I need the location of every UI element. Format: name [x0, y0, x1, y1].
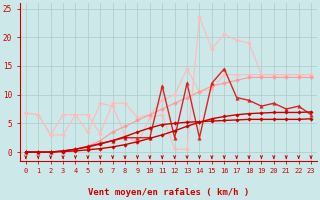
X-axis label: Vent moyen/en rafales ( km/h ): Vent moyen/en rafales ( km/h ) [88, 188, 249, 197]
